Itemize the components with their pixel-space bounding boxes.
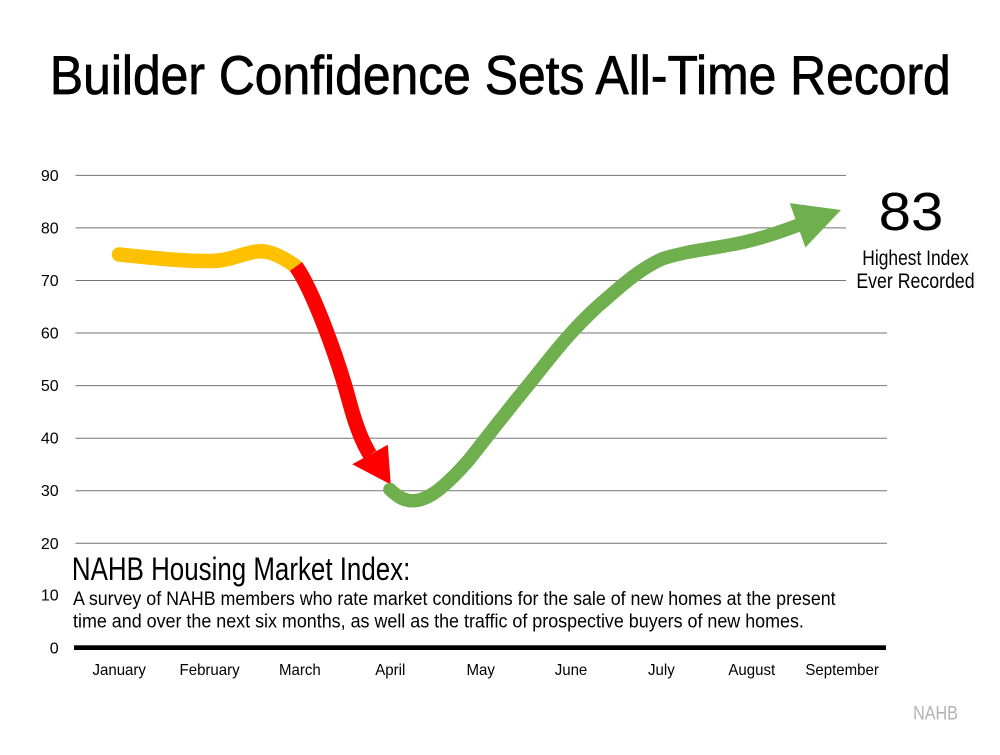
svg-text:NAHB Housing Market Index:: NAHB Housing Market Index: [72, 551, 410, 587]
svg-text:60: 60 [41, 326, 59, 343]
svg-text:May: May [467, 662, 496, 680]
svg-text:20: 20 [41, 536, 59, 553]
svg-text:83: 83 [879, 181, 944, 242]
svg-text:Highest Index: Highest Index [862, 248, 969, 271]
svg-text:90: 90 [41, 168, 59, 185]
svg-text:Ever Recorded: Ever Recorded [856, 270, 974, 294]
svg-text:time and over the next six mon: time and over the next six months, as we… [73, 610, 804, 632]
svg-text:40: 40 [41, 431, 59, 448]
svg-text:August: August [728, 662, 775, 680]
svg-text:Builder Confidence Sets All-Ti: Builder Confidence Sets All-Time Record [50, 46, 951, 107]
svg-text:70: 70 [41, 273, 59, 290]
svg-text:50: 50 [41, 378, 59, 395]
svg-text:March: March [279, 662, 321, 680]
svg-text:April: April [375, 662, 405, 680]
svg-text:A survey of NAHB members who r: A survey of NAHB members who rate market… [73, 587, 836, 609]
svg-text:0: 0 [50, 640, 59, 657]
svg-text:10: 10 [41, 588, 59, 605]
svg-text:80: 80 [41, 220, 59, 237]
svg-text:NAHB: NAHB [913, 702, 958, 724]
svg-text:30: 30 [41, 483, 59, 500]
svg-text:June: June [555, 662, 588, 680]
svg-text:July: July [648, 662, 675, 680]
svg-text:January: January [92, 662, 146, 680]
svg-text:September: September [805, 662, 879, 680]
svg-text:February: February [180, 662, 240, 680]
